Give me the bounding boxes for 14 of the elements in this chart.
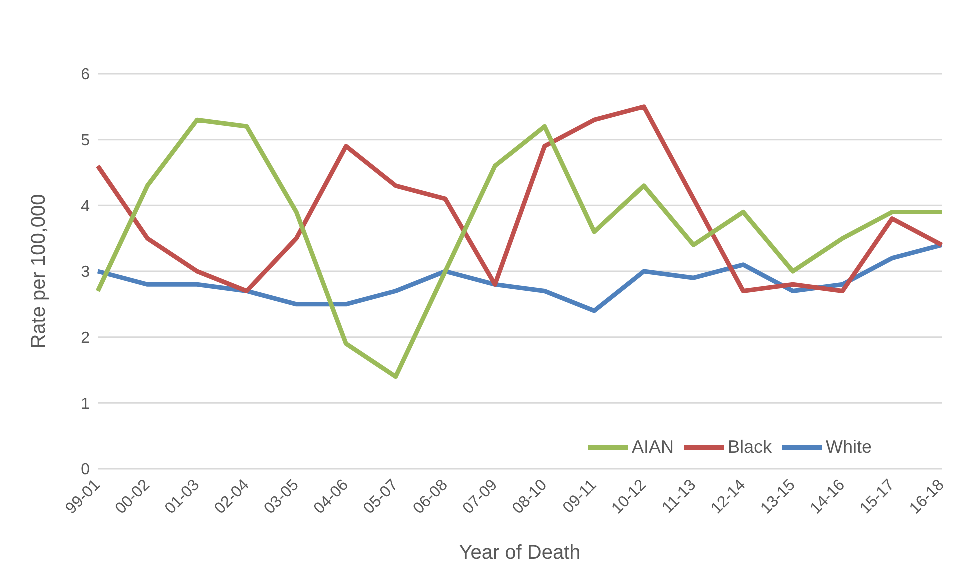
y-tick-label: 0 (81, 462, 90, 479)
legend-label: Black (728, 436, 772, 457)
y-tick-label: 3 (81, 264, 90, 282)
line-series (96, 242, 944, 314)
legend-label: White (826, 436, 872, 457)
legend-label: AIAN (632, 436, 674, 457)
y-tick-label: 2 (81, 330, 90, 348)
x-axis-title: Year of Death (459, 542, 581, 564)
line-series (96, 104, 944, 294)
y-axis-title: Rate per 100,000 (28, 194, 50, 349)
y-tick-label: 5 (81, 132, 90, 150)
y-tick-label: 6 (81, 66, 90, 84)
y-tick-label: 1 (81, 396, 90, 413)
y-tick-label: 4 (81, 198, 90, 216)
